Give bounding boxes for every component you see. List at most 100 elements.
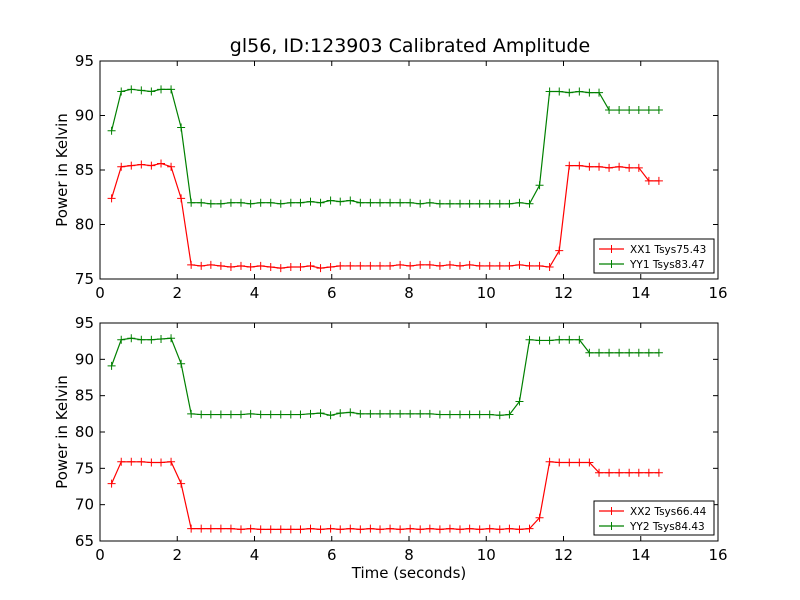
data-point-marker: [197, 261, 206, 270]
x-tick-label: 14: [631, 284, 650, 302]
data-point-marker: [386, 524, 395, 533]
data-point-marker: [236, 261, 245, 270]
data-point-marker: [316, 198, 325, 207]
x-tick-label: 8: [404, 546, 414, 564]
data-point-marker: [206, 199, 215, 208]
data-point-marker: [266, 263, 275, 272]
data-point-marker: [495, 199, 504, 208]
series-line: [111, 461, 659, 530]
data-point-marker: [336, 525, 345, 534]
data-point-marker: [435, 410, 444, 419]
data-point-marker: [386, 198, 395, 207]
data-point-marker: [306, 409, 315, 418]
data-point-marker: [555, 87, 564, 96]
data-point-marker: [386, 261, 395, 270]
data-point-marker: [565, 335, 574, 344]
data-point-marker: [197, 198, 206, 207]
legend-label: YY2 Tsys84.43: [629, 521, 705, 533]
data-point-marker: [634, 163, 643, 172]
data-point-marker: [595, 162, 604, 171]
data-point-marker: [226, 524, 235, 533]
data-point-marker: [107, 126, 116, 135]
data-point-marker: [535, 513, 544, 522]
data-point-marker: [266, 198, 275, 207]
legend-label: XX1 Tsys75.43: [630, 244, 706, 256]
data-point-marker: [147, 161, 156, 170]
data-point-marker: [376, 525, 385, 534]
data-point-marker: [316, 525, 325, 534]
data-point-marker: [465, 410, 474, 419]
data-point-marker: [396, 409, 405, 418]
y-tick-label: 70: [75, 496, 94, 514]
x-tick-label: 2: [172, 284, 182, 302]
data-point-marker: [386, 409, 395, 418]
legend-marker: [607, 245, 616, 253]
data-point-marker: [545, 336, 554, 345]
data-point-marker: [246, 524, 255, 533]
data-point-marker: [485, 410, 494, 419]
data-point-marker: [425, 524, 434, 533]
data-point-marker: [425, 260, 434, 269]
data-point-marker: [475, 525, 484, 534]
data-point-marker: [465, 524, 474, 533]
data-point-marker: [346, 261, 355, 270]
data-point-marker: [167, 334, 176, 343]
data-point-marker: [416, 260, 425, 269]
y-tick-label: 85: [75, 387, 94, 405]
data-point-marker: [137, 457, 146, 466]
data-point-marker: [634, 348, 643, 357]
data-point-marker: [286, 198, 295, 207]
series-line: [111, 337, 659, 416]
data-point-marker: [585, 348, 594, 357]
y-tick-label: 90: [75, 350, 94, 368]
y-tick-label: 80: [75, 423, 94, 441]
legend-box: [593, 238, 715, 274]
data-point-marker: [634, 106, 643, 115]
data-point-marker: [167, 85, 176, 94]
data-point-marker: [475, 410, 484, 419]
data-point-marker: [406, 524, 415, 533]
data-point-marker: [455, 199, 464, 208]
top-panel: 0 2 4 6 8 10 12 14 16 75 80 85 90 95 Power in Kelvin XX…: [53, 52, 728, 302]
data-point-marker: [216, 261, 225, 270]
data-point-marker: [177, 194, 186, 203]
data-point-marker: [336, 409, 345, 418]
x-tick-label: 6: [327, 546, 337, 564]
data-point-marker: [505, 524, 514, 533]
data-point-marker: [266, 410, 275, 419]
legend-marker: [607, 260, 616, 268]
data-point-marker: [296, 525, 305, 534]
data-point-marker: [187, 198, 196, 207]
x-tick-label: 16: [708, 546, 727, 564]
data-point-marker: [167, 457, 176, 466]
data-point-marker: [505, 261, 514, 270]
data-point-marker: [366, 409, 375, 418]
data-point-marker: [555, 335, 564, 344]
legend-marker: [607, 507, 616, 515]
data-point-marker: [505, 199, 514, 208]
y-tick-label: 90: [75, 107, 94, 125]
data-point-marker: [615, 348, 624, 357]
x-tick-label: 12: [554, 546, 573, 564]
y-tick-label: 65: [75, 532, 94, 550]
data-point-marker: [157, 85, 166, 94]
data-point-marker: [605, 468, 614, 477]
data-point-marker: [615, 106, 624, 115]
data-point-marker: [306, 197, 315, 206]
data-point-marker: [445, 199, 454, 208]
x-tick-label: 14: [631, 546, 650, 564]
data-point-marker: [216, 199, 225, 208]
data-point-marker: [575, 161, 584, 170]
data-point-marker: [416, 199, 425, 208]
data-point-marker: [644, 106, 653, 115]
data-point-marker: [565, 161, 574, 170]
data-point-marker: [187, 260, 196, 269]
data-point-marker: [236, 198, 245, 207]
data-point-marker: [525, 524, 534, 533]
y-tick-label: 75: [75, 459, 94, 477]
data-point-marker: [256, 525, 265, 534]
data-point-marker: [575, 87, 584, 96]
legend-marker: [607, 522, 616, 530]
data-point-marker: [107, 479, 116, 488]
data-point-marker: [376, 198, 385, 207]
